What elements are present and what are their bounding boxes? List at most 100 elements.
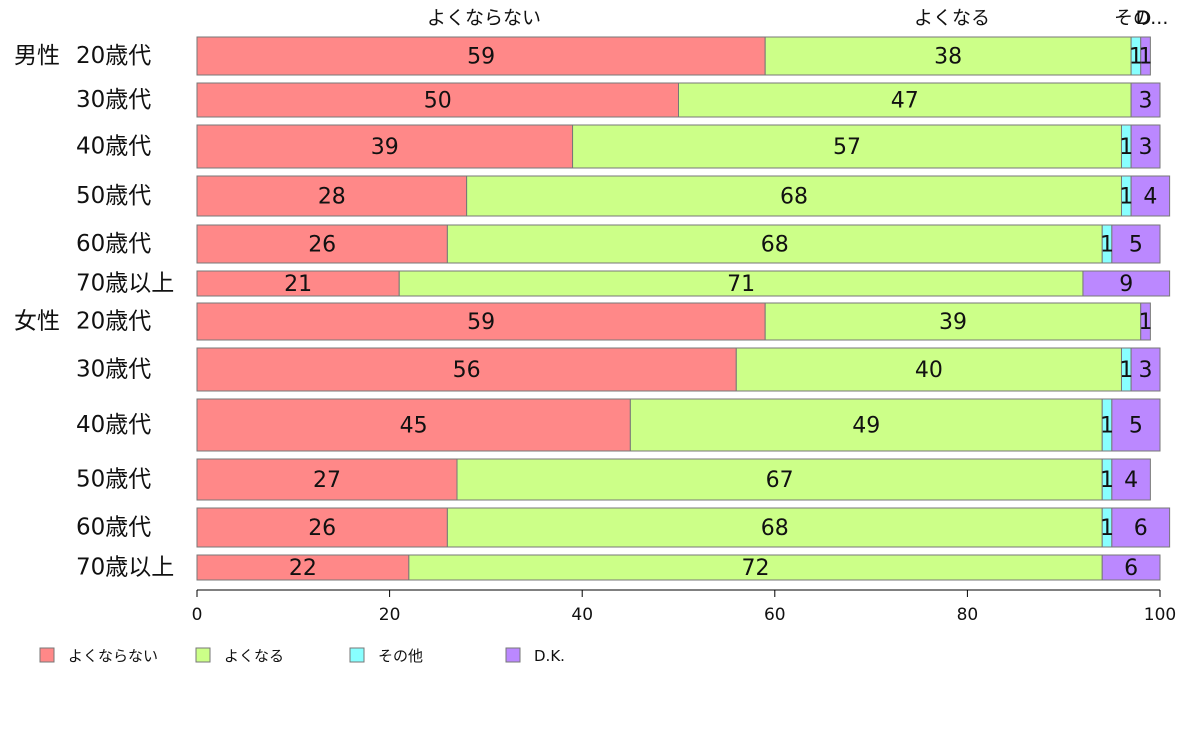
- bar-value-label: 4: [1143, 185, 1157, 210]
- x-tick-label: 0: [192, 605, 203, 625]
- bar-row: 60歳代 26 68 1 5: [76, 224, 1161, 264]
- bar-value-label: 59: [467, 310, 495, 335]
- bar-segment: [1111, 507, 1171, 548]
- bar-row: 30歳代 50 47 3: [76, 82, 1161, 118]
- bar-row: 30歳代 56 40 1 3: [76, 347, 1161, 392]
- bar-value-label: 47: [891, 89, 919, 114]
- bar-segment: [1101, 554, 1161, 581]
- bar-row: 40歳代 39 57 1 3: [76, 124, 1161, 169]
- bar-value-label: 1: [1129, 45, 1143, 70]
- bar-value-label: 1: [1100, 233, 1114, 258]
- bar-segment: [466, 175, 1122, 217]
- x-tick-label: 60: [764, 605, 786, 625]
- bar-value-label: 1: [1119, 185, 1133, 210]
- category-label: 40歳代: [76, 412, 151, 438]
- bar-segment: [764, 302, 1142, 341]
- legend-swatch: [195, 647, 211, 663]
- bar-value-label: 28: [318, 185, 346, 210]
- bar-value-label: 5: [1129, 233, 1143, 258]
- bar-value-label: 26: [308, 233, 336, 258]
- bar-value-label: 40: [915, 358, 943, 383]
- bar-segment: [764, 36, 1132, 76]
- bar-value-label: 71: [727, 272, 755, 297]
- bar-row: 女性 20歳代 59 39 1: [14, 302, 1153, 341]
- bar-value-label: 49: [852, 414, 880, 439]
- bar-value-label: 45: [400, 414, 428, 439]
- bar-segment: [1111, 458, 1151, 501]
- bar-row: 50歳代 28 68 1 4: [76, 175, 1171, 217]
- bar-value-label: 57: [833, 135, 861, 160]
- category-label: 70歳以上: [76, 555, 174, 581]
- bar-segment: [1140, 302, 1151, 341]
- bar-value-label: 39: [371, 135, 399, 160]
- bar-value-label: 1: [1100, 468, 1114, 493]
- x-axis: 0 20 40 60 80 100: [192, 589, 1176, 625]
- bar-value-label: 3: [1139, 89, 1153, 114]
- bar-segment: [1082, 270, 1171, 297]
- bar-value-label: 22: [289, 556, 317, 581]
- bar-segment: [398, 270, 1084, 297]
- bar-segment: [1130, 82, 1161, 118]
- bar-value-label: 1: [1119, 135, 1133, 160]
- bar-segment: [196, 347, 737, 392]
- bar-segment: [196, 554, 410, 581]
- bar-segment: [196, 507, 448, 548]
- bar-value-label: 1: [1139, 310, 1153, 335]
- legend-item: その他: [349, 647, 423, 665]
- bar-value-label: 38: [934, 45, 962, 70]
- legend-item: D.K.: [505, 647, 565, 665]
- bar-value-label: 68: [780, 185, 808, 210]
- category-label: 20歳代: [76, 309, 151, 335]
- bar-segment: [1130, 124, 1161, 169]
- bar-segment: [196, 82, 679, 118]
- top-series-label: よくならない: [427, 7, 541, 29]
- top-series-label: その: [1114, 7, 1152, 29]
- bar-row: 50歳代 27 67 1 4: [76, 458, 1151, 501]
- legend-label: よくなる: [224, 647, 284, 665]
- bar-value-label: 39: [939, 310, 967, 335]
- group-label: 男性: [14, 43, 60, 69]
- bar-segment: [1130, 347, 1161, 392]
- legend-swatch: [349, 647, 365, 663]
- bar-value-label: 1: [1119, 358, 1133, 383]
- bar-row: 男性 20歳代 59 38 11: [14, 36, 1153, 76]
- top-series-label: D...: [1136, 7, 1169, 29]
- bar-value-label: 4: [1124, 468, 1138, 493]
- bar-value-label: 1: [1139, 45, 1153, 70]
- bar-segment: [735, 347, 1122, 392]
- category-label: 50歳代: [76, 183, 151, 209]
- legend-label: その他: [378, 647, 423, 665]
- category-label: 30歳代: [76, 357, 151, 383]
- bar-segment: [196, 398, 631, 452]
- bar-segment: [1111, 224, 1161, 264]
- group-label: 女性: [14, 309, 60, 335]
- bar-value-label: 9: [1119, 272, 1133, 297]
- bar-value-label: 5: [1129, 414, 1143, 439]
- bar-segment: [196, 302, 766, 341]
- legend-label: よくならない: [68, 647, 158, 665]
- bar-row: 40歳代 45 49 1 5: [76, 398, 1161, 452]
- bar-segment: [1140, 36, 1151, 76]
- bar-value-label: 59: [467, 45, 495, 70]
- x-tick-label: 20: [379, 605, 401, 625]
- x-tick-label: 40: [571, 605, 593, 625]
- x-tick-label: 100: [1144, 605, 1176, 625]
- top-series-labels: よくならない よくなる そのD...: [427, 7, 1168, 29]
- bar-segment: [1130, 175, 1171, 217]
- bar-segment: [196, 224, 448, 264]
- bar-segment: [446, 507, 1103, 548]
- bar-segment: [446, 224, 1103, 264]
- bar-value-label: 3: [1139, 358, 1153, 383]
- legend-swatch: [505, 647, 521, 663]
- category-label: 30歳代: [76, 87, 151, 113]
- bar-value-label: 56: [453, 358, 481, 383]
- bar-value-label: 68: [761, 233, 789, 258]
- bar-segment: [408, 554, 1103, 581]
- bar-value-label: 1: [1100, 516, 1114, 541]
- bar-segment: [456, 458, 1103, 501]
- legend-swatch: [39, 647, 55, 663]
- bar-value-label: 67: [766, 468, 794, 493]
- bar-segment: [1111, 398, 1161, 452]
